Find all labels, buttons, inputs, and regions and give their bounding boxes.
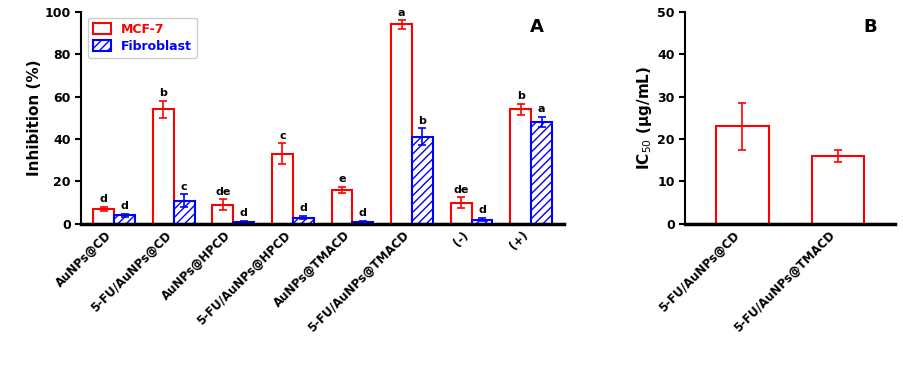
Bar — [293, 218, 313, 224]
Bar — [331, 190, 352, 224]
Bar — [153, 109, 173, 224]
Text: e: e — [338, 174, 345, 184]
Text: a: a — [397, 7, 405, 17]
Bar — [471, 220, 492, 224]
Text: A: A — [529, 18, 544, 36]
Text: d: d — [478, 205, 486, 215]
Bar — [510, 109, 531, 224]
Text: de: de — [215, 187, 230, 197]
Bar — [391, 24, 412, 224]
Text: B: B — [862, 18, 876, 36]
Bar — [212, 205, 233, 224]
Text: d: d — [358, 208, 367, 218]
Y-axis label: IC$_{50}$ (μg/mL): IC$_{50}$ (μg/mL) — [635, 66, 654, 170]
Y-axis label: Inhibition (%): Inhibition (%) — [27, 59, 42, 176]
Text: c: c — [279, 130, 285, 141]
Bar — [272, 154, 293, 224]
Bar — [173, 201, 194, 224]
Bar — [93, 209, 114, 224]
Text: a: a — [537, 104, 545, 114]
Bar — [451, 203, 471, 224]
Text: b: b — [418, 116, 426, 126]
Text: c: c — [181, 181, 187, 191]
Text: d: d — [120, 201, 128, 211]
Bar — [412, 137, 433, 224]
Bar — [715, 126, 768, 224]
Bar — [811, 156, 863, 224]
Text: d: d — [99, 194, 107, 204]
Text: b: b — [517, 91, 524, 102]
Bar — [233, 222, 254, 224]
Text: d: d — [239, 208, 247, 218]
Bar — [531, 122, 552, 224]
Text: d: d — [299, 203, 307, 213]
Legend: MCF-7, Fibroblast: MCF-7, Fibroblast — [88, 18, 197, 58]
Text: de: de — [453, 185, 469, 195]
Bar — [352, 222, 373, 224]
Text: b: b — [159, 88, 167, 98]
Bar — [114, 215, 135, 224]
